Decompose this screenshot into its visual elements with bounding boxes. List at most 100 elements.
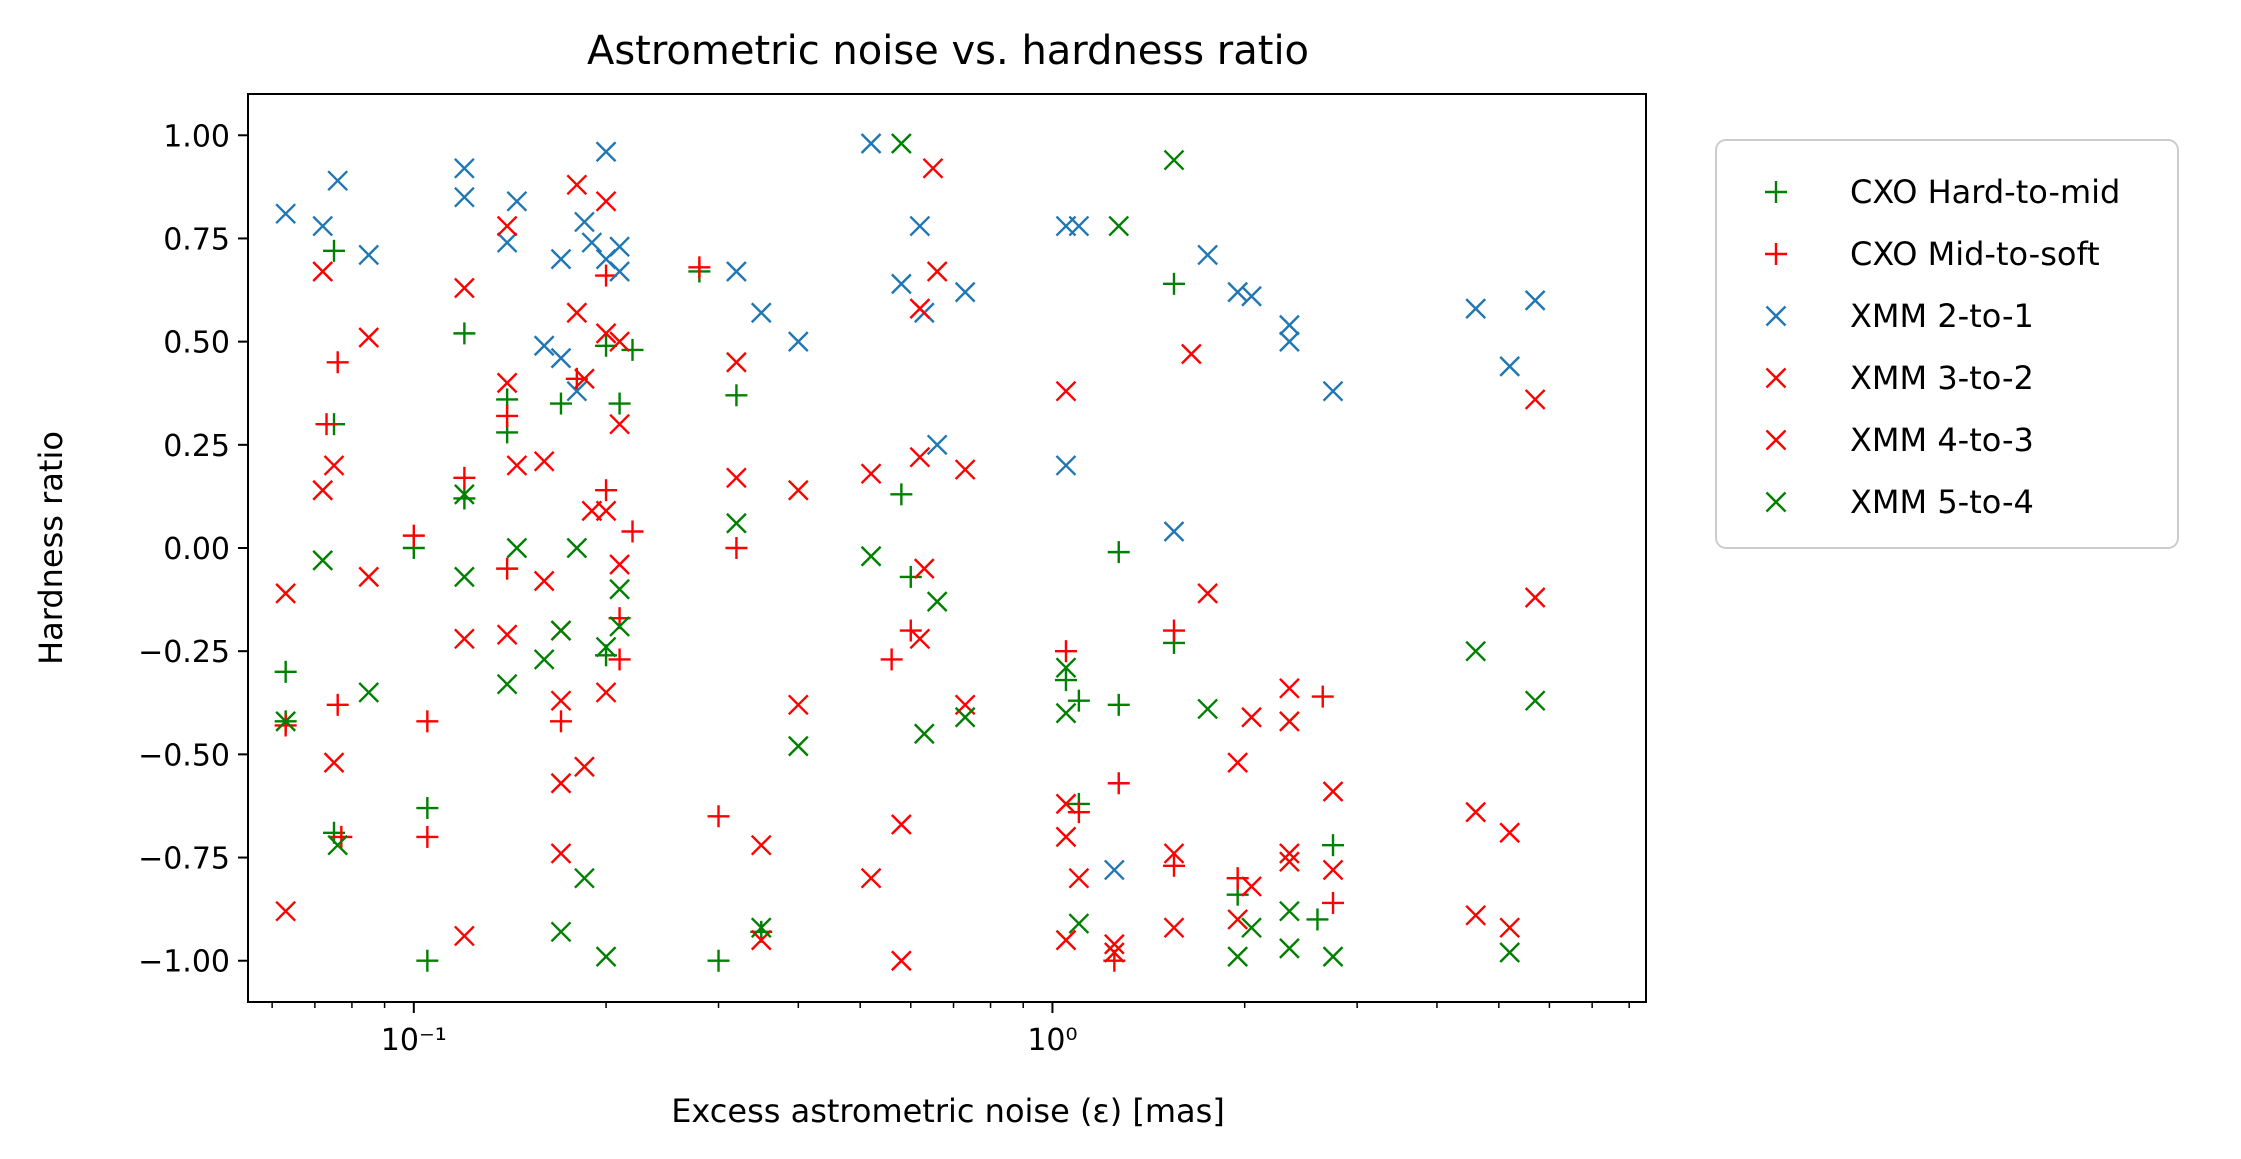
data-point [1306, 908, 1329, 931]
data-point [566, 380, 588, 402]
data-point [1499, 942, 1521, 963]
legend-marker [1765, 491, 1787, 513]
data-point [725, 384, 748, 407]
legend-marker [1765, 367, 1787, 389]
data-point [1227, 281, 1249, 303]
data-point [954, 459, 976, 480]
data-point [275, 900, 297, 922]
data-point [1103, 933, 1125, 955]
data-point [323, 455, 345, 476]
data-point [899, 565, 922, 588]
data-point [1055, 929, 1077, 951]
data-point [595, 682, 617, 703]
data-point [1279, 677, 1300, 699]
y-tick-label: −0.50 [138, 738, 230, 773]
data-point [1162, 272, 1185, 295]
y-tick-label: −0.75 [138, 842, 230, 877]
data-point [1068, 215, 1090, 237]
data-point [1227, 909, 1249, 930]
data-point [726, 261, 747, 282]
data-point [416, 825, 439, 848]
data-point [609, 616, 630, 637]
y-tick-label: 0.75 [163, 222, 230, 257]
data-point [275, 583, 297, 604]
data-point [1499, 822, 1521, 844]
data-point [1465, 801, 1487, 823]
data-point [954, 706, 976, 728]
data-point [1279, 843, 1300, 864]
data-point [454, 483, 475, 505]
data-point [327, 834, 349, 856]
data-point [416, 797, 439, 820]
legend-marker [1765, 243, 1787, 265]
legend-label: XMM 5-to-4 [1850, 483, 2034, 521]
data-point [574, 756, 595, 778]
data-point [1163, 917, 1185, 939]
data-point [1279, 331, 1300, 352]
data-point [1054, 640, 1077, 663]
data-point [496, 673, 518, 695]
data-point [1524, 389, 1546, 410]
data-point [595, 946, 617, 967]
data-point [609, 578, 630, 600]
data-point [323, 752, 345, 773]
data-point [1197, 698, 1219, 720]
data-point [1241, 917, 1262, 939]
data-point [574, 368, 595, 390]
data-point [609, 413, 630, 435]
data-point [787, 479, 809, 501]
data-point [533, 335, 555, 357]
y-tick-label: 0.00 [163, 532, 230, 567]
data-point [327, 170, 349, 192]
data-point [506, 537, 528, 559]
data-point [1241, 285, 1262, 307]
data-point [926, 261, 948, 282]
data-point [1108, 215, 1130, 237]
data-point [787, 694, 809, 716]
data-point [566, 537, 588, 559]
data-point [312, 215, 334, 237]
x-axis: 10⁻¹ 10⁰ [271, 1002, 1630, 1058]
legend-marker [1765, 181, 1787, 203]
data-point [496, 624, 518, 646]
data-point [454, 628, 475, 650]
data-point [1311, 685, 1334, 708]
data-point [506, 455, 528, 476]
data-point [608, 648, 631, 671]
data-point [358, 244, 380, 266]
data-point [909, 215, 931, 237]
data-point [726, 467, 747, 489]
data-point [533, 570, 555, 592]
data-point [581, 232, 603, 253]
data-point [1322, 834, 1345, 857]
data-point [1524, 290, 1546, 311]
data-point [326, 351, 349, 374]
data-point [1465, 640, 1487, 662]
chart-title: Astrometric noise vs. hardness ratio [587, 28, 1309, 74]
legend: CXO Hard-to-mid CXO Mid-to-soft XMM 2-to-1… [1715, 139, 2179, 549]
data-point [926, 434, 948, 456]
data-point [860, 463, 882, 485]
data-point [1163, 521, 1185, 542]
y-tick-label: −1.00 [138, 945, 230, 980]
data-point [550, 620, 572, 641]
data-point [312, 261, 334, 282]
data-markers [274, 133, 1546, 972]
data-point [549, 710, 572, 733]
x-tick-label: 10⁻¹ [381, 1023, 447, 1058]
data-point [1322, 380, 1344, 402]
data-point [274, 660, 297, 683]
data-point [609, 236, 630, 258]
data-point [358, 682, 380, 703]
data-point [891, 950, 912, 972]
data-point [1067, 689, 1090, 712]
data-point [1524, 587, 1546, 608]
data-point [750, 834, 772, 856]
data-point [1107, 772, 1130, 795]
data-point [787, 735, 809, 757]
data-point [595, 500, 617, 522]
x-tick-label: 10⁰ [1027, 1023, 1077, 1058]
data-point [274, 714, 297, 737]
data-point [860, 133, 882, 154]
